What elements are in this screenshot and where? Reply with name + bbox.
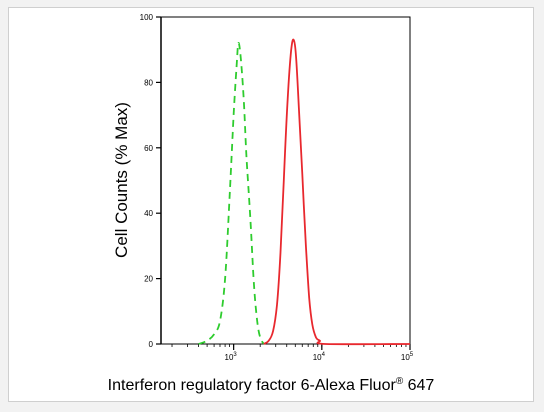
y-tick-label: 80 [144,78,153,87]
chart-panel: 0 20 40 60 80 100 103 104 105 Cell Counts (% Ma… [8,7,534,402]
y-tick-label: 20 [144,275,153,284]
y-tick-label: 40 [144,209,153,218]
x-tick-base: 10 [313,353,322,362]
plot-frame [160,16,411,345]
x-tick-base: 10 [225,353,234,362]
x-axis-title-sup: ® [396,376,404,387]
x-tick-exponent: 4 [322,352,326,358]
series-line-0 [198,41,265,345]
y-tick-label: 100 [140,13,154,22]
x-tick-label: 105 [401,352,414,362]
y-axis-ticks: 0 20 40 60 80 100 [140,13,161,349]
x-axis-title-main: Interferon regulatory factor 6-Alexa Flu… [108,377,397,394]
x-tick-exponent: 5 [410,352,414,358]
x-tick-exponent: 3 [233,352,237,358]
x-tick-base: 10 [401,353,410,362]
x-tick-label: 104 [313,352,326,362]
series-layer [198,38,411,346]
x-axis-ticks: 103 104 105 [171,344,414,362]
x-axis-title-end: 647 [403,377,434,394]
series-line-1 [263,38,411,346]
y-axis-title: Cell Counts (% Max) [112,102,131,258]
x-tick-label: 103 [225,352,238,362]
y-tick-label: 0 [149,340,154,349]
x-axis-title: Interferon regulatory factor 6-Alexa Flu… [108,376,435,394]
y-tick-label: 60 [144,144,153,153]
